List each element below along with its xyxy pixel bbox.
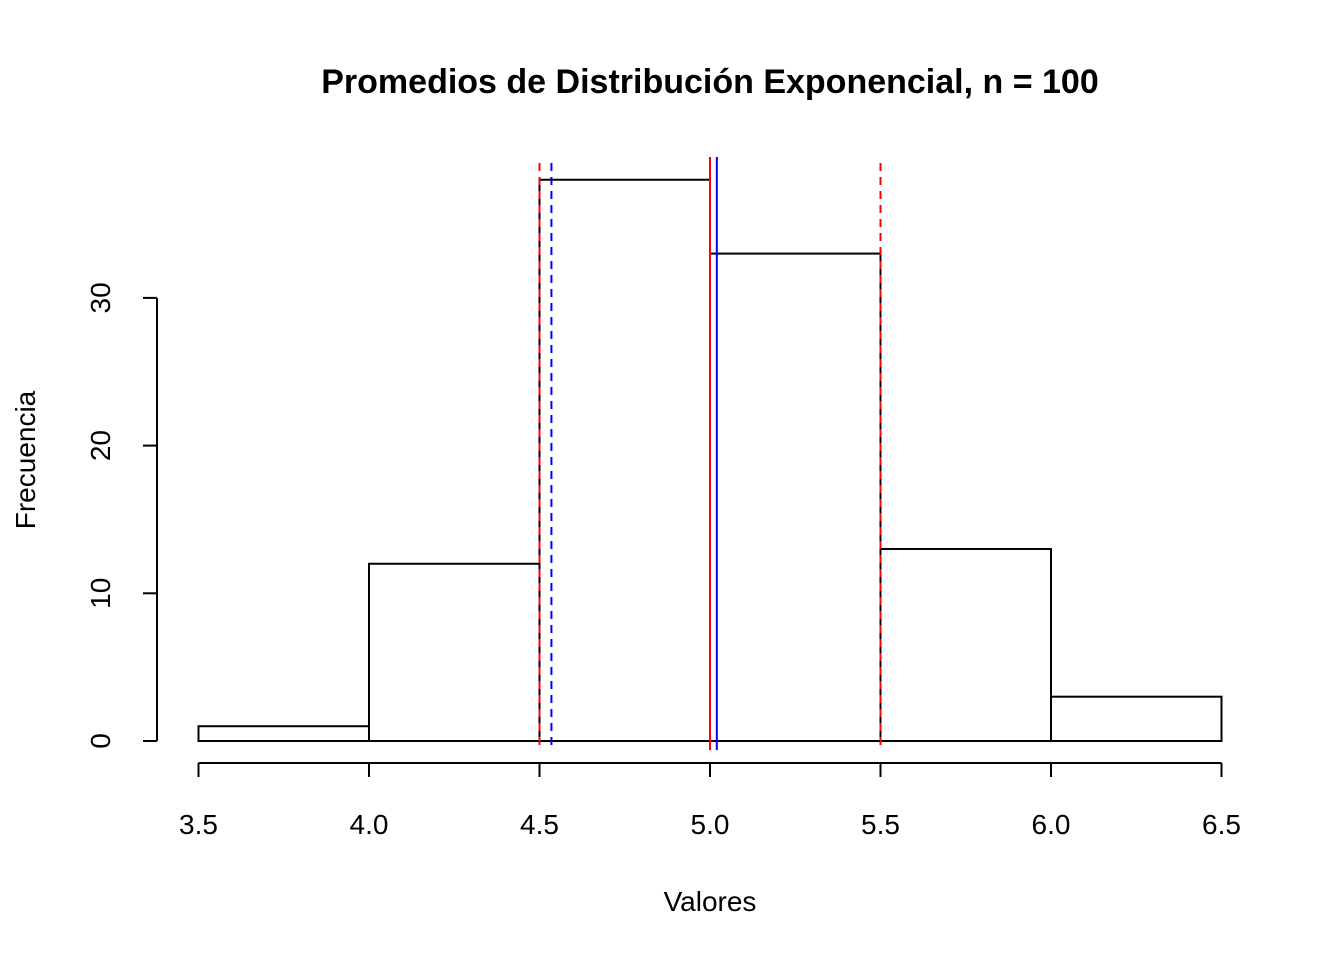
y-tick-label-0: 0 bbox=[85, 733, 116, 749]
histogram-bar-2 bbox=[538, 178, 711, 743]
x-tick-label-4: 5.5 bbox=[861, 809, 900, 840]
x-tick-label-1: 4.0 bbox=[350, 809, 389, 840]
y-tick-label-1: 10 bbox=[85, 578, 116, 609]
y-tick-label-3: 30 bbox=[85, 282, 116, 313]
x-tick-label-2: 4.5 bbox=[520, 809, 559, 840]
x-tick-label-5: 6.0 bbox=[1032, 809, 1071, 840]
histogram-bar-5 bbox=[1050, 695, 1223, 743]
histogram-bar-1 bbox=[368, 562, 541, 743]
chart-title: Promedios de Distribución Exponencial, n… bbox=[321, 63, 1098, 101]
x-axis: 3.5 4.0 4.5 5.0 5.5 6.0 6.5 bbox=[179, 762, 1241, 840]
histogram-bar-4 bbox=[879, 547, 1052, 742]
x-tick-label-6: 6.5 bbox=[1202, 809, 1241, 840]
y-axis: 0 10 20 30 bbox=[85, 282, 158, 749]
histogram-bar-0 bbox=[197, 725, 370, 742]
x-tick-label-3: 5.0 bbox=[691, 809, 730, 840]
x-tick-label-0: 3.5 bbox=[179, 809, 218, 840]
y-axis-label: Frecuencia bbox=[10, 390, 41, 529]
y-tick-label-2: 20 bbox=[85, 430, 116, 461]
x-axis-label: Valores bbox=[664, 886, 757, 917]
reference-lines bbox=[538, 157, 882, 750]
histogram-bar-3 bbox=[709, 252, 882, 742]
